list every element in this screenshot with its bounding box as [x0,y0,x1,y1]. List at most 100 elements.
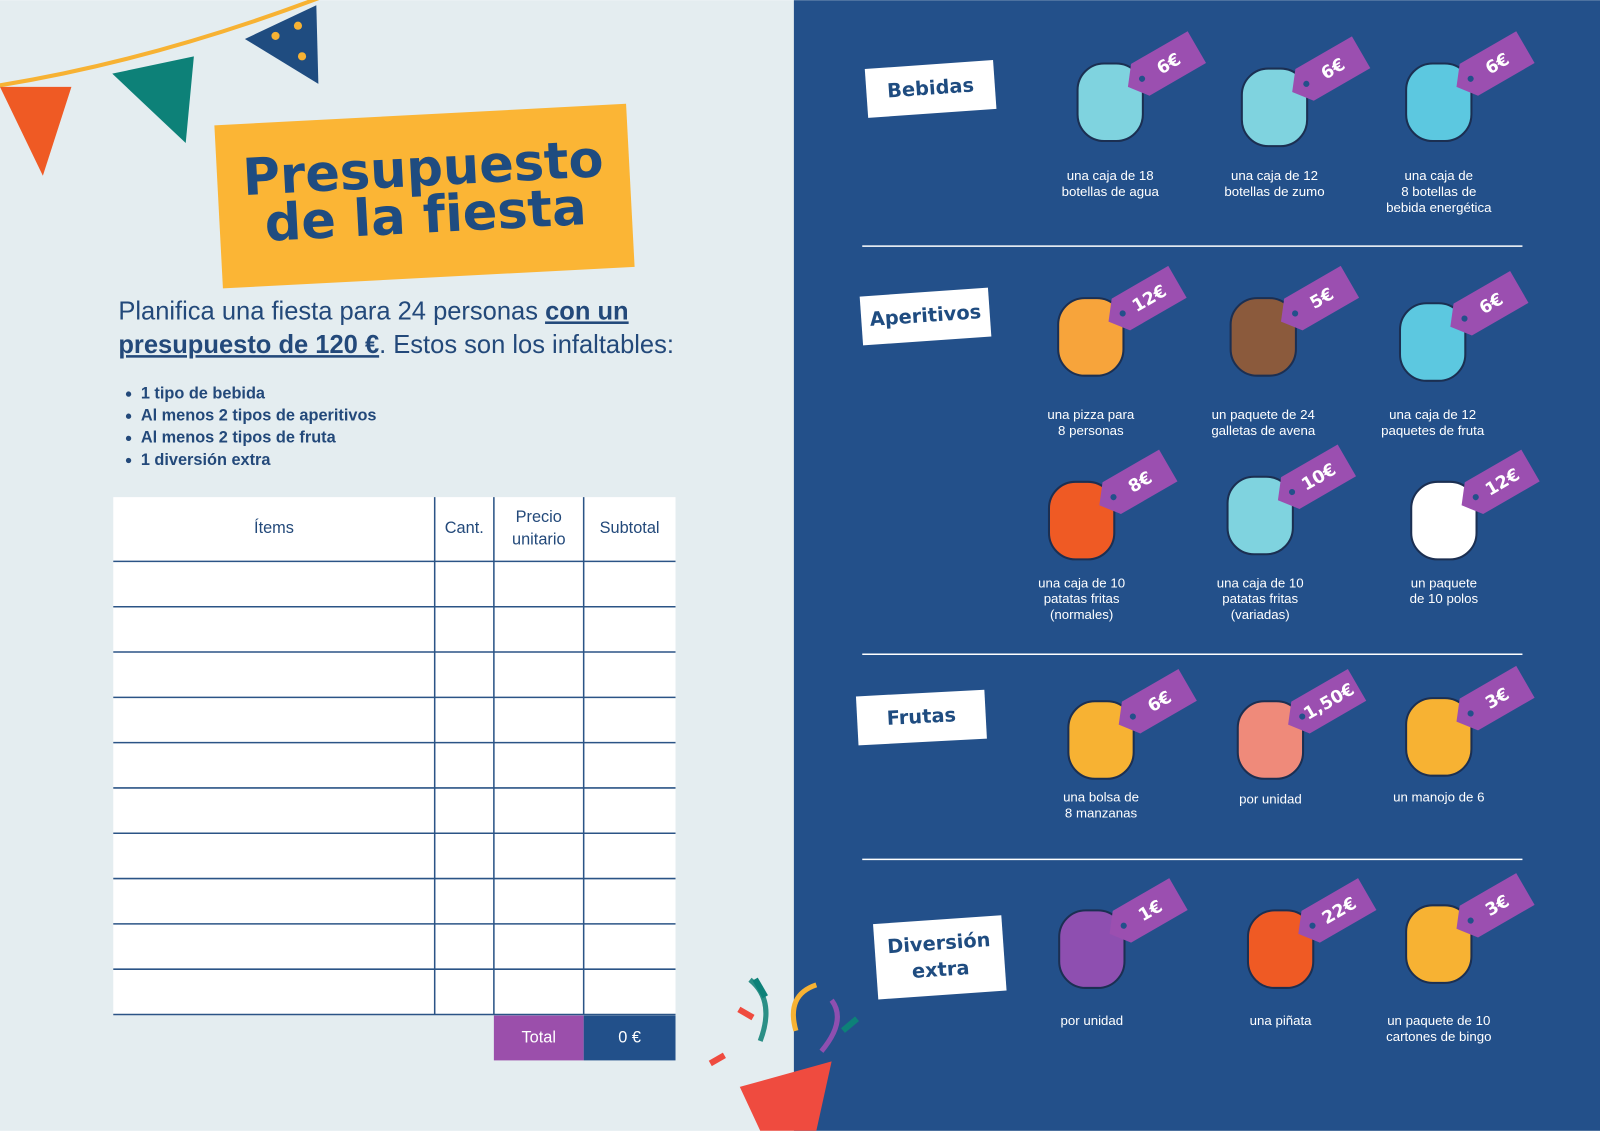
item-description: 8 manzanas [1065,805,1138,820]
price-tag: 3€ [1456,665,1535,731]
section-label-box [873,915,1007,1000]
item-description: una caja de 12 [1389,407,1476,422]
bunting [0,0,320,176]
item-icon [1405,904,1473,984]
item-description: por unidad [1239,792,1302,807]
total-value: 0 € [618,1028,641,1046]
item-icon [1058,909,1126,989]
price-tag: 6€ [1127,31,1207,96]
price-tag-hole [1303,80,1310,87]
section-label-box [859,287,992,346]
price-tag: 5€ [1280,265,1360,331]
item-description: un paquete de 10 [1387,1013,1490,1028]
bullet [125,457,132,464]
item-icon [1405,697,1473,777]
intro-line: Planifica una fiesta para 24 personas co… [118,297,628,325]
item-icon [1076,62,1144,143]
price-tag-hole [1309,922,1316,929]
bullet [125,413,132,419]
section-label: Bebidas [864,60,997,118]
item-icon [1246,909,1315,989]
section-name: Frutas [886,703,956,730]
total-value-cell [583,1015,676,1061]
price-tag: 10€ [1277,444,1357,509]
price-tag-shape [1109,878,1188,943]
price-tag-hole [1467,75,1474,82]
price-tag-hole [1138,75,1146,82]
section-label: Frutas [855,689,987,746]
item-description: patatas fritas [1044,591,1120,606]
requirement: Al menos 2 tipos de fruta [141,429,337,447]
price-tag-shape [1118,668,1197,734]
requirement: 1 diversión extra [141,451,272,469]
price-tag-shape [1456,873,1535,938]
price-tag: 12€ [1108,265,1187,331]
confetti [708,977,860,1131]
price-tag-shape [1298,878,1377,943]
price-tag-hole [1467,917,1474,924]
item-description: un paquete de 24 [1212,407,1315,422]
price-tag: 12€ [1461,449,1540,515]
item-description: un paquete [1411,575,1477,590]
price-tag-shape [1461,449,1540,515]
table-header: Subtotal [600,519,660,537]
item-description: una caja de [1405,168,1474,183]
item-icon [1398,302,1467,382]
table-header: Precio [516,508,562,526]
item-description: una caja de 10 [1217,575,1304,590]
table-body [113,497,676,1015]
price-tag: 6€ [1118,668,1197,734]
item-description: una bolsa de [1063,790,1139,805]
item-description: paquetes de fruta [1381,423,1485,438]
price-tag: 3€ [1456,873,1535,938]
item-icon [1236,700,1305,780]
total-label-cell [493,1015,584,1061]
requirement: 1 tipo de bebida [141,384,266,402]
item-description: botellas de zumo [1224,184,1324,199]
item-description: 8 botellas de [1401,184,1476,199]
item-description: 8 personas [1058,423,1124,438]
item-description: (normales) [1050,607,1113,622]
price-tag: 6€ [1292,36,1371,101]
item-description: por unidad [1061,1013,1124,1028]
intro-text: . Estos son los infaltables: [379,331,674,359]
price-tag-shape [1292,36,1371,101]
item-description: de 10 polos [1410,591,1479,606]
price-tag: 8€ [1099,449,1178,515]
item-icon [1067,700,1135,780]
item-description: una pizza para [1047,407,1135,422]
item-description: una caja de 18 [1067,168,1154,183]
table-header: Ítems [254,518,294,537]
price-tag-shape [1456,31,1535,96]
requirement: Al menos 2 tipos de aperitivos [141,407,377,425]
item-icon [1410,480,1478,561]
total-label: Total [522,1028,556,1046]
intro-emphasis: con un [545,297,629,325]
price-tag-shape [1288,668,1367,734]
item-description: una piñata [1250,1013,1313,1028]
bullet [125,391,132,397]
item-icon [1405,62,1473,143]
price-tag-shape [1277,444,1357,509]
item-description: cartones de bingo [1386,1029,1491,1044]
price-tag-hole [1461,315,1468,322]
bullet [125,435,132,442]
item-icon [1047,480,1116,561]
section-label: Aperitivos [859,287,992,346]
section-name: extra [911,956,970,983]
table-header: Cant. [445,519,484,537]
price-tag-shape [1099,449,1178,515]
section-label-box [864,60,997,118]
item-description: galletas de avena [1211,423,1316,438]
item-icon [1226,475,1294,556]
price-tag-shape [1108,265,1187,331]
price-tag-hole [1119,310,1126,317]
item-description: patatas fritas [1222,591,1298,606]
price-tag-hole [1129,713,1136,720]
intro-text: Planifica una fiesta para 24 personas [118,297,545,325]
price-tag-shape [1456,665,1535,731]
item-icon [1057,297,1125,377]
